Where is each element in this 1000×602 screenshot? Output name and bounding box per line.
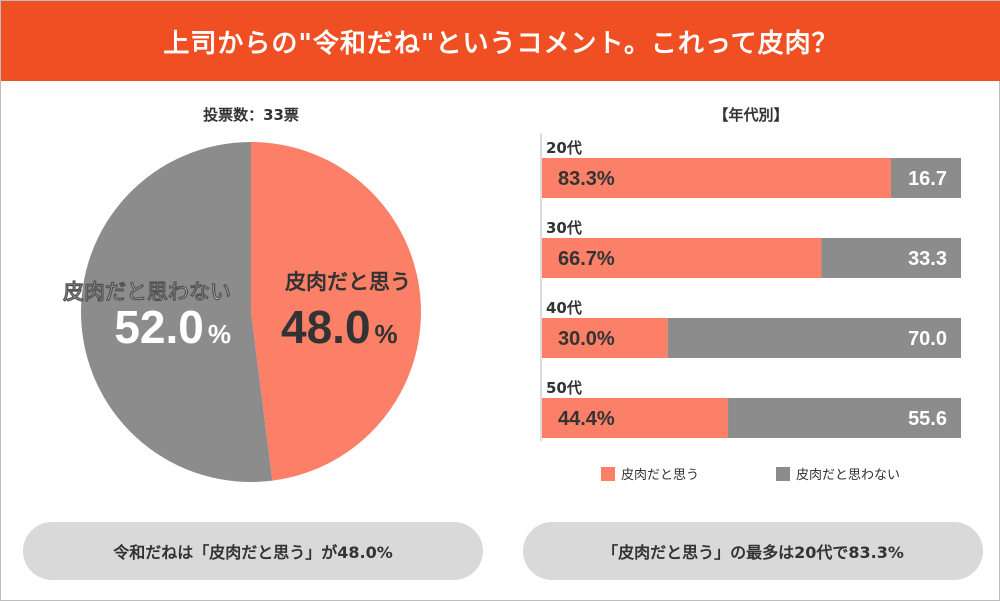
pie-label-yes: 皮肉だと思う	[285, 270, 411, 294]
summary-left-text: 令和だねは「皮肉だと思う」が48.0%	[113, 543, 393, 562]
summary-pill-right: 「皮肉だと思う」の最多は20代で83.3%	[523, 522, 983, 580]
bar-segment-yes	[542, 238, 822, 278]
bar-value-yes: 83.3%	[558, 168, 615, 190]
bar-segment-no	[667, 318, 961, 358]
bar-value-yes: 66.7%	[558, 248, 615, 270]
bar-segment-yes	[542, 158, 892, 198]
bar-value-yes: 30.0%	[558, 328, 615, 350]
bar-segment-yes	[542, 318, 668, 358]
pie-value-no: 52.0%	[114, 301, 231, 353]
legend-swatch-no	[776, 466, 790, 481]
summary-pill-left: 令和だねは「皮肉だと思う」が48.0%	[23, 522, 483, 580]
legend-item-yes: 皮肉だと思う	[601, 464, 699, 483]
bar-category-label: 30代	[546, 219, 582, 237]
bar-value-no: 33.3	[908, 248, 947, 270]
legend-item-no: 皮肉だと思わない	[776, 464, 900, 483]
bar-value-no: 16.7	[908, 168, 947, 190]
bar-segment-yes	[542, 398, 729, 438]
bar-category-label: 20代	[546, 139, 582, 157]
legend-label-yes: 皮肉だと思う	[621, 468, 700, 483]
header-banner: 上司からの"令和だね"というコメント。これって皮肉？	[1, 1, 1000, 81]
bar-category-label: 40代	[546, 299, 582, 317]
bar-value-yes: 44.4%	[558, 408, 615, 430]
pie-slice-yes	[251, 142, 422, 481]
pie-label-no: 皮肉だと思わない	[63, 280, 231, 304]
summary-right-text: 「皮肉だと思う」の最多は20代で83.3%	[602, 543, 904, 562]
pie-value-yes: 48.0%	[281, 301, 398, 353]
page-title: 上司からの"令和だね"というコメント。これって皮肉？	[163, 28, 839, 59]
bar-value-no: 70.0	[908, 328, 947, 350]
pie-title: 投票数：33票	[203, 106, 299, 124]
bar-value-no: 55.6	[908, 408, 947, 430]
pie-slice-no	[81, 142, 273, 482]
bar-segment-no	[728, 398, 961, 438]
bar-category-label: 50代	[546, 379, 582, 397]
bar-chart-title: 【年代別】	[713, 106, 789, 124]
legend-label-no: 皮肉だと思わない	[796, 468, 901, 483]
legend-swatch-yes	[601, 466, 615, 481]
bar-segment-no	[891, 158, 961, 198]
bar-segment-no	[821, 238, 961, 278]
